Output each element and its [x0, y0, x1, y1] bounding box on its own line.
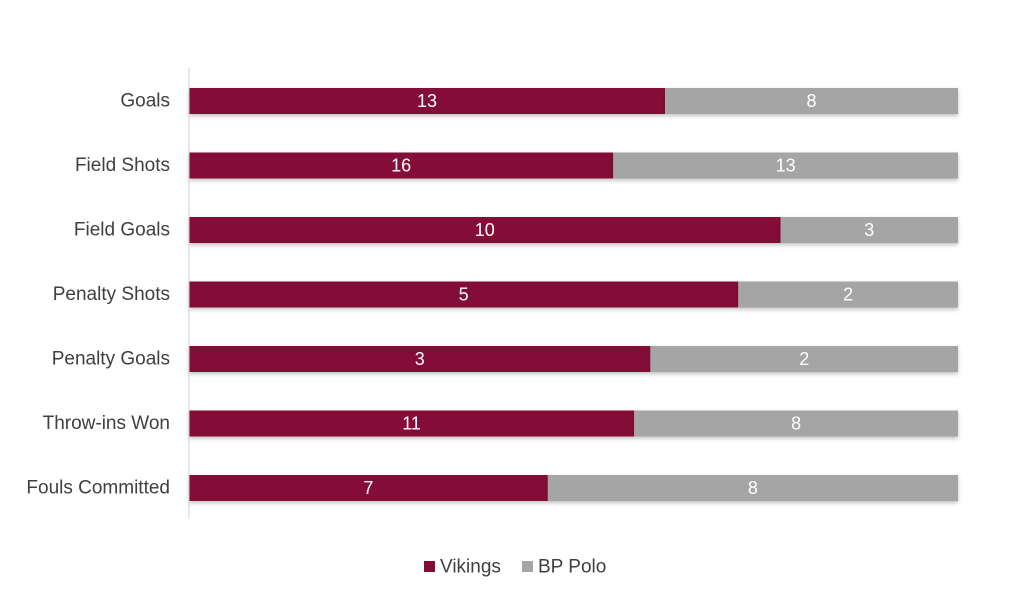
data-label-bp-polo-penalty-goals: 2 — [799, 349, 809, 369]
bar-vikings-field-shots — [189, 152, 614, 179]
data-label-vikings-field-goals: 10 — [475, 220, 495, 240]
bar-bp-polo-penalty-goals — [650, 346, 958, 372]
data-label-bp-polo-field-shots: 13 — [776, 156, 796, 176]
bars-layer — [189, 88, 958, 501]
bar-vikings-field-goals — [189, 217, 781, 243]
bar-bp-polo-field-shots — [613, 152, 958, 179]
legend-item-vikings: Vikings — [424, 557, 501, 578]
category-label-throw-ins-won: Throw-ins Won — [43, 413, 170, 434]
data-label-vikings-throw-ins-won: 11 — [402, 414, 421, 434]
category-label-penalty-goals: Penalty Goals — [52, 349, 170, 370]
bar-vikings-throw-ins-won — [189, 410, 635, 437]
data-label-bp-polo-goals: 8 — [807, 91, 817, 111]
data-label-vikings-goals: 13 — [417, 91, 437, 111]
data-label-bp-polo-penalty-shots: 2 — [843, 285, 853, 305]
data-label-vikings-penalty-shots: 5 — [459, 285, 469, 305]
data-label-vikings-penalty-goals: 3 — [415, 349, 425, 369]
bar-vikings-goals — [189, 88, 666, 114]
category-label-goals: Goals — [120, 91, 170, 112]
labels-layer: Goals 13 8 Field Shots 16 13 Field Goals 10 3 Pen… — [26, 91, 874, 499]
bar-bp-polo-field-goals — [780, 217, 958, 243]
bar-vikings-fouls-committed — [189, 475, 548, 501]
data-label-vikings-fouls-committed: 7 — [363, 478, 373, 498]
bar-vikings-penalty-shots — [189, 281, 739, 308]
bar-bp-polo-throw-ins-won — [634, 410, 958, 437]
bar-bp-polo-penalty-shots — [738, 281, 958, 308]
data-label-bp-polo-field-goals: 3 — [864, 220, 874, 240]
legend-item-bp-polo: BP Polo — [522, 557, 606, 578]
data-label-bp-polo-fouls-committed: 8 — [748, 478, 758, 498]
data-label-vikings-field-shots: 16 — [391, 156, 411, 176]
legend: Vikings BP Polo — [424, 557, 606, 578]
category-label-field-shots: Field Shots — [75, 155, 170, 176]
category-label-fouls-committed: Fouls Committed — [26, 478, 170, 499]
data-label-bp-polo-throw-ins-won: 8 — [791, 414, 801, 434]
legend-label-bp-polo: BP Polo — [538, 557, 606, 578]
category-label-penalty-shots: Penalty Shots — [53, 284, 170, 305]
legend-label-vikings: Vikings — [440, 557, 501, 578]
category-label-field-goals: Field Goals — [74, 220, 170, 241]
bar-bp-polo-goals — [665, 88, 958, 114]
bar-vikings-penalty-goals — [189, 346, 651, 372]
legend-swatch-bp-polo — [522, 561, 533, 572]
bar-bp-polo-fouls-committed — [547, 475, 958, 501]
legend-swatch-vikings — [424, 561, 435, 572]
